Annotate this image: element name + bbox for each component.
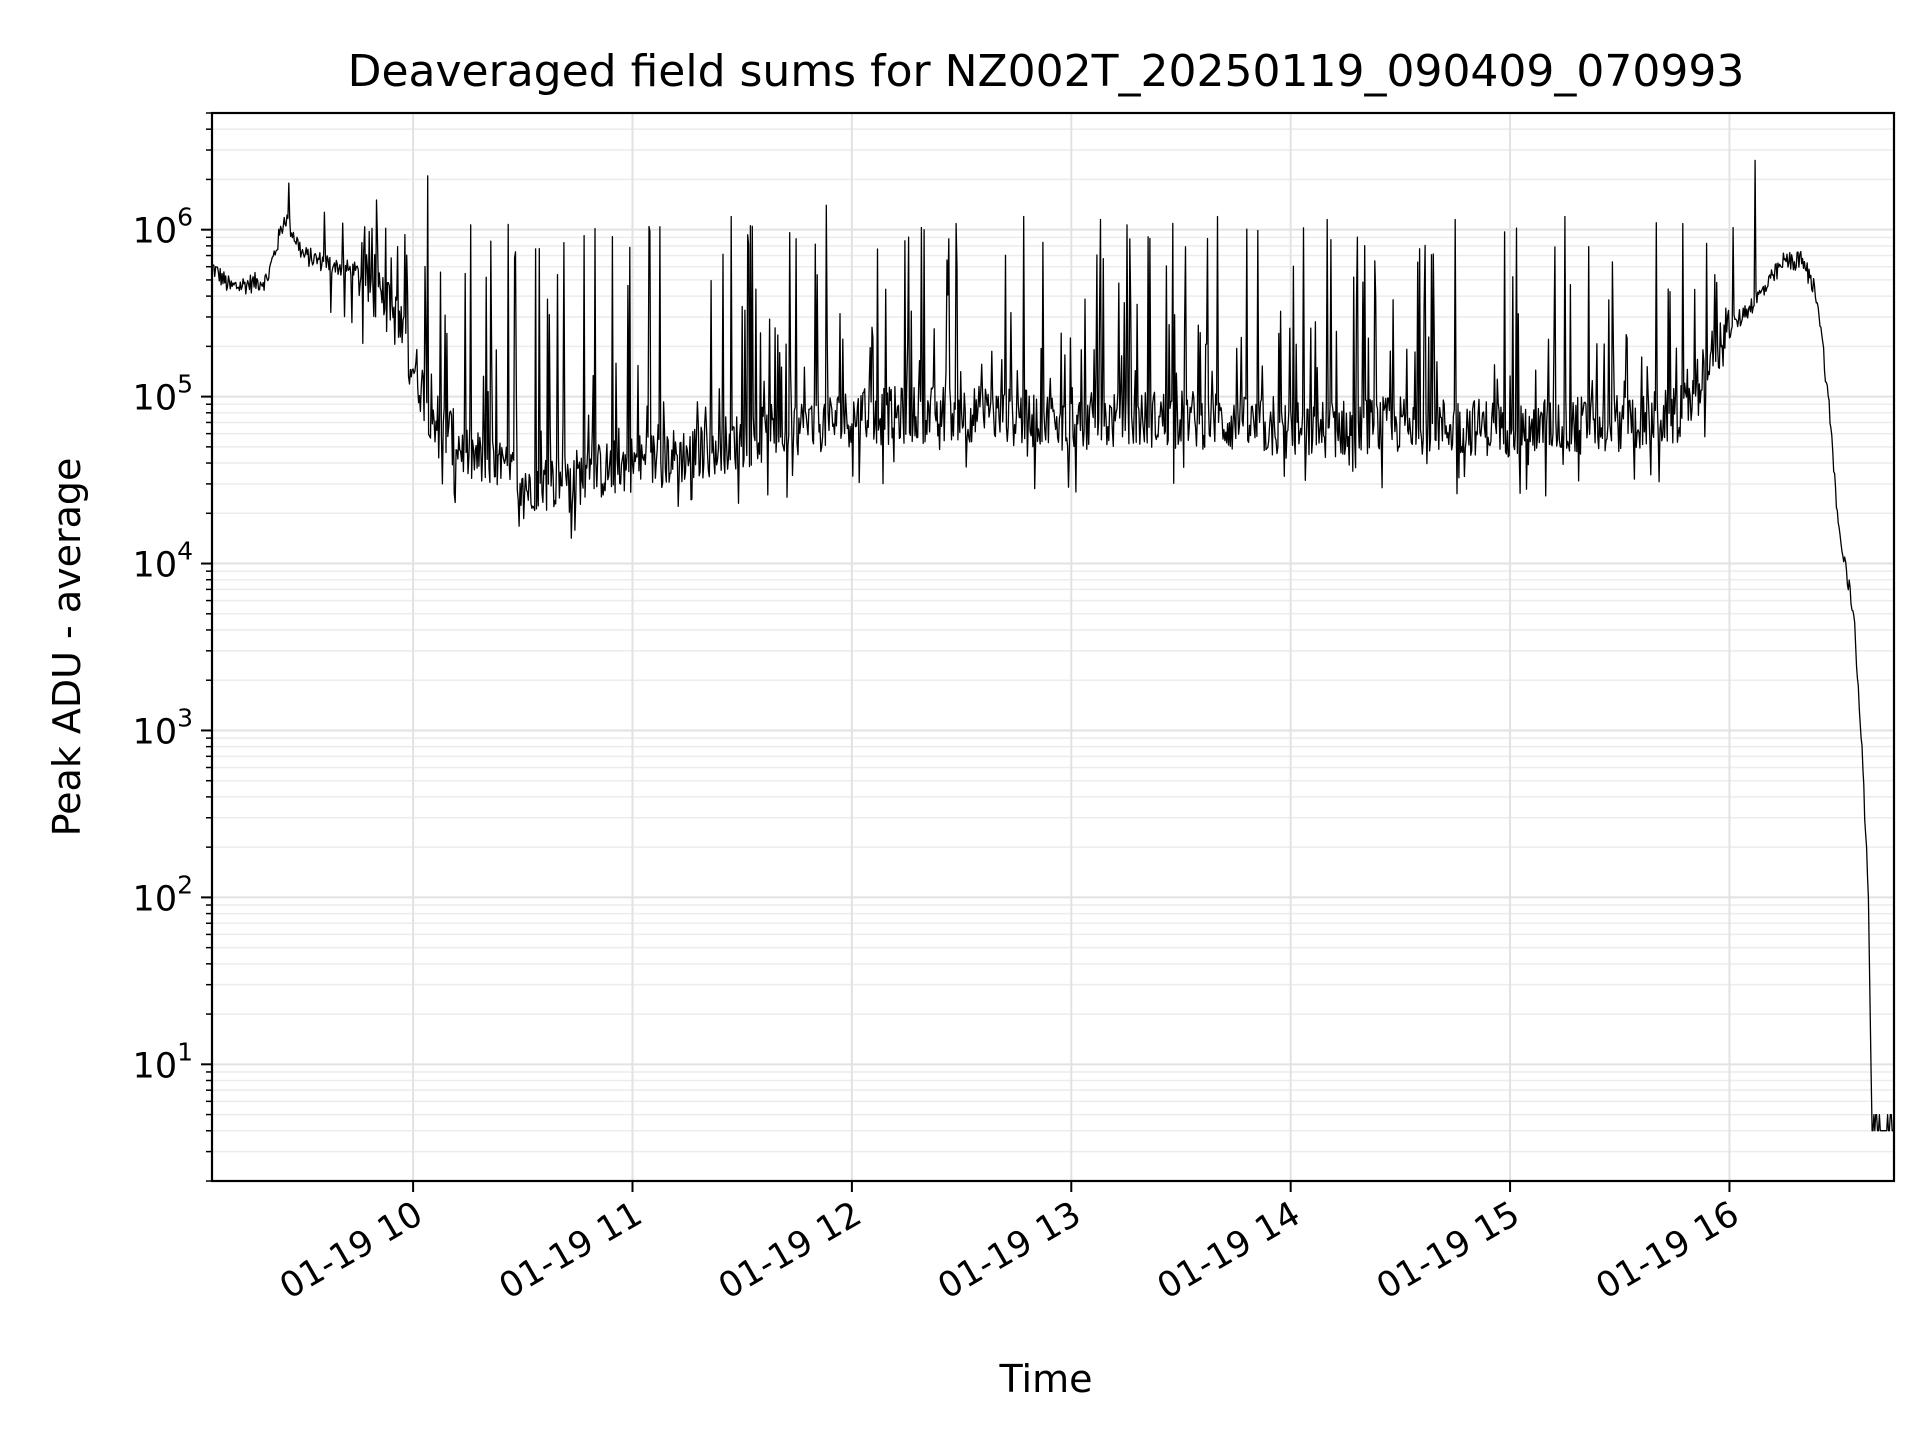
plot-frame <box>210 111 1896 1183</box>
series-layer <box>211 159 1894 1132</box>
series-line <box>211 159 1894 1132</box>
grid <box>212 112 1894 1182</box>
chart-title: Deaveraged field sums for NZ002T_2025011… <box>348 46 1745 97</box>
y-tick-label: 106 <box>133 203 193 252</box>
y-tick-label: 102 <box>133 870 193 919</box>
y-tick-label: 105 <box>133 370 193 419</box>
x-axis-label: Time <box>999 1357 1093 1401</box>
y-tick-label: 103 <box>133 703 193 752</box>
y-tick-label: 104 <box>133 537 193 586</box>
y-tick-label: 101 <box>133 1037 193 1086</box>
y-axis-label: Peak ADU - average <box>45 458 89 837</box>
